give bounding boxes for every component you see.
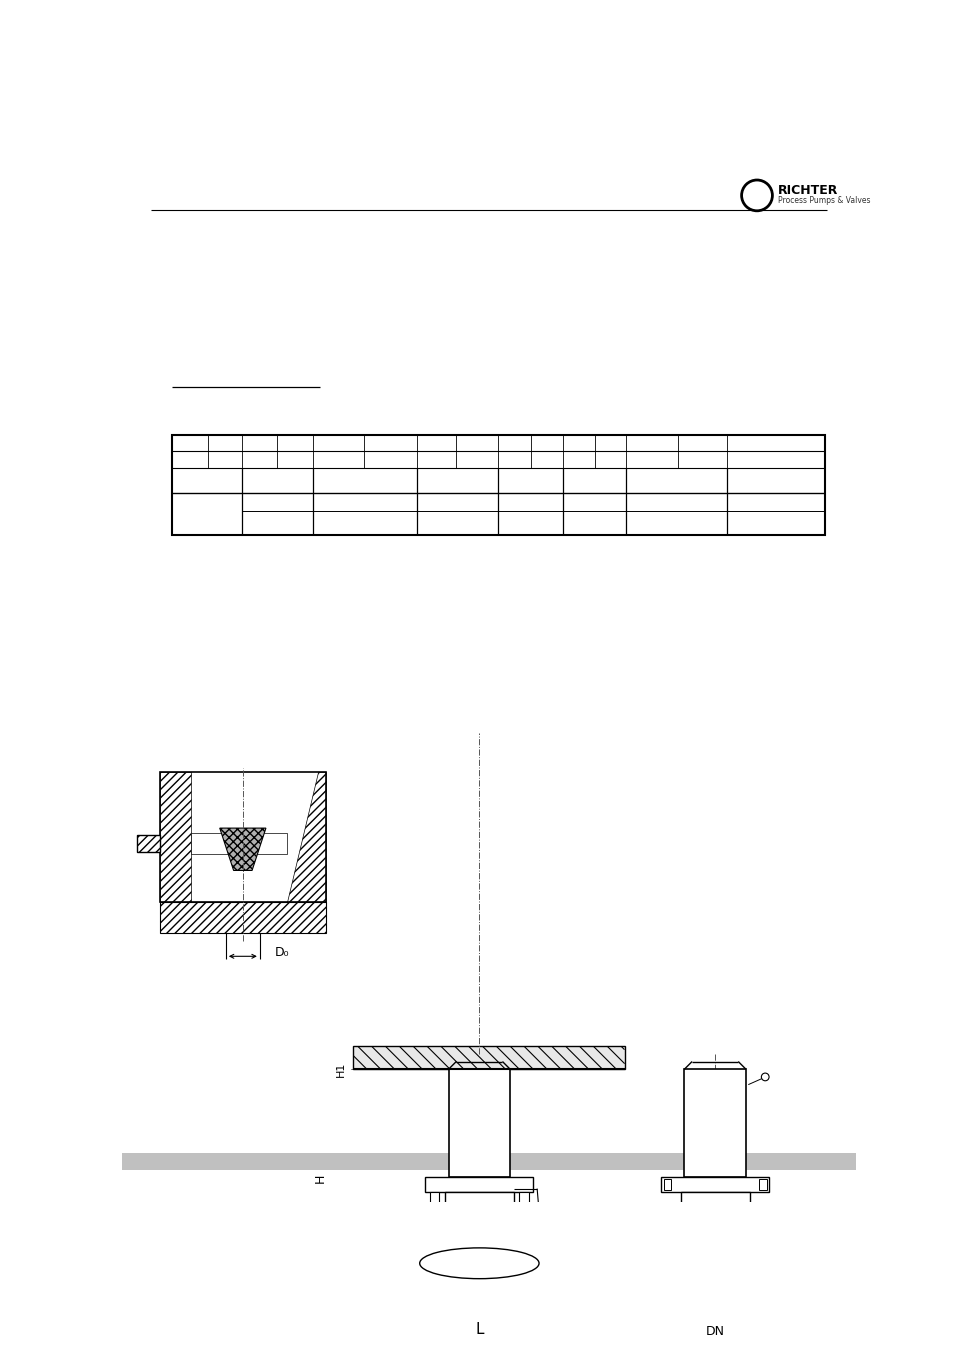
Bar — [425, 1177, 533, 1193]
Bar — [191, 832, 287, 854]
Bar — [419, 1263, 538, 1310]
Circle shape — [740, 1313, 756, 1328]
Bar — [172, 435, 824, 535]
Bar — [448, 1069, 510, 1177]
Circle shape — [740, 1246, 756, 1260]
Bar — [663, 1179, 671, 1190]
Bar — [160, 771, 191, 902]
Bar — [404, 1266, 419, 1308]
Text: DN: DN — [705, 1324, 724, 1337]
Circle shape — [651, 1224, 778, 1350]
Text: L: L — [475, 1323, 483, 1337]
Bar — [454, 1225, 504, 1263]
Bar — [639, 1266, 651, 1308]
Bar — [160, 902, 325, 934]
Text: Process Pumps & Valves: Process Pumps & Valves — [777, 196, 869, 205]
Bar — [160, 771, 325, 902]
Bar — [778, 1266, 789, 1308]
Text: D₀: D₀ — [274, 946, 290, 959]
Bar — [137, 835, 160, 852]
Text: H1: H1 — [335, 1062, 346, 1077]
Circle shape — [501, 1288, 515, 1301]
Bar — [679, 1193, 749, 1204]
Bar — [683, 1069, 745, 1177]
Circle shape — [673, 1246, 688, 1260]
Text: RICHTER: RICHTER — [777, 184, 838, 197]
Circle shape — [760, 1073, 768, 1081]
Bar — [121, 1154, 856, 1170]
Bar — [538, 1266, 554, 1308]
Bar — [444, 1193, 514, 1204]
Circle shape — [443, 1288, 456, 1301]
Text: R: R — [751, 188, 761, 203]
Bar — [433, 1204, 525, 1225]
Text: H: H — [314, 1174, 327, 1183]
Bar — [353, 1046, 624, 1069]
Polygon shape — [219, 828, 266, 870]
Bar — [518, 1193, 528, 1206]
Bar — [417, 1248, 540, 1263]
Bar — [660, 1177, 768, 1193]
Bar — [668, 1204, 760, 1225]
Ellipse shape — [419, 1248, 538, 1278]
Circle shape — [740, 180, 772, 211]
Bar — [430, 1193, 439, 1206]
Circle shape — [691, 1265, 738, 1310]
Bar — [759, 1179, 766, 1190]
Bar — [137, 835, 160, 852]
Circle shape — [673, 1313, 688, 1328]
